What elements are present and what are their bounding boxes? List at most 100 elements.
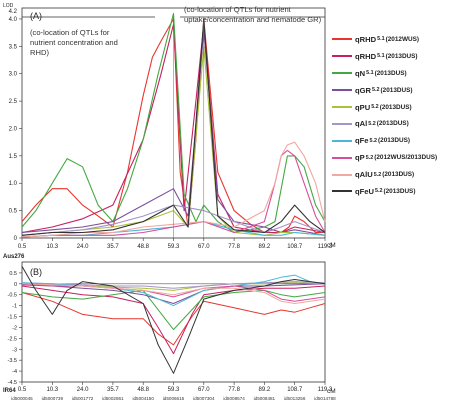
annotation-left-line3: RHD) (30, 48, 49, 57)
legend-year: (2013DUS) (379, 103, 412, 111)
x-tick-label: 59.3 (168, 244, 180, 250)
legend-base: qAlU (355, 170, 373, 180)
legend: qRHD 5.1 (2012WUS) qRHD 5.1 (2013DUS) qN 5.1(… (332, 31, 474, 200)
legend-swatch (332, 38, 352, 41)
panel-b-markers: id5000045 id5000739 id5001772 id5002861 id50… (11, 396, 336, 401)
series-line-a-qn-5-1-2013dus (21, 12, 326, 234)
legend-base: qRHD (355, 51, 377, 61)
legend-year: (2013DUS) (378, 137, 410, 145)
legend-item-qfe: qFe 5.2 (2013DUS) (332, 132, 474, 149)
panel-a-series (21, 12, 326, 238)
y-tick-label: 1.5 (9, 154, 18, 160)
legend-swatch (332, 139, 352, 142)
legend-year: (2013DUS) (376, 120, 409, 128)
x-tick-label: 48.8 (137, 244, 149, 250)
marker-label: id5008481 (254, 396, 276, 401)
annotation-left-line2: nutrient concentration and (30, 38, 118, 47)
legend-swatch (332, 106, 352, 108)
legend-year: (2013DUS) (374, 69, 407, 77)
legend-sub: 5.2 (371, 104, 379, 110)
legend-item-qal: qAl 5.2 (2013DUS) (332, 115, 474, 132)
y-tick-label: -3 (12, 347, 17, 353)
annotation-right: (co-location of QTLs for nutrient uptake… (184, 5, 322, 24)
series-line-b-qal-5-2-2013dus (21, 281, 326, 289)
legend-base: qFeU (355, 186, 374, 196)
panel-b-label: (B) (30, 267, 42, 277)
panel-b-x-unit: cM (327, 388, 336, 395)
series-line-b-qalu-5-2-2013dus (21, 283, 326, 304)
panel-b-series (21, 266, 326, 374)
legend-sub: 5.2 (365, 154, 374, 161)
marker-label: id5007304 (193, 396, 215, 401)
legend-sub: 5.1 (366, 70, 374, 77)
y-tick-label: 3.0 (9, 72, 18, 78)
legend-swatch (332, 89, 352, 92)
legend-year: (2012WUS/2013DUS) (374, 154, 438, 162)
x-tick-label: 24.0 (77, 387, 89, 393)
legend-item-qgr: qGR 5.2 (2013DUS) (332, 82, 474, 99)
series-line-a-qp-5-2-2012wus-2013dus (21, 149, 326, 238)
legend-item-qrhd-2012wus: qRHD 5.1 (2012WUS) (332, 31, 474, 48)
legend-sub: 5.1 (377, 36, 385, 43)
y-tick-label: -1 (12, 304, 17, 310)
x-tick-label: 35.7 (107, 244, 119, 250)
x-tick-label: 89.2 (259, 387, 271, 393)
panel-b-frame (21, 261, 326, 383)
legend-swatch (332, 72, 352, 75)
legend-sub: 5.2 (373, 171, 382, 178)
marker-label: id5008574 (223, 396, 245, 401)
marker-label: id5006615 (163, 396, 185, 401)
y-tick-label: -2.5 (8, 336, 17, 342)
x-tick-label: 77.8 (228, 244, 240, 250)
legend-sub: 5.2 (369, 137, 378, 144)
panel-b: (B) Aus276 IR64 cM 0.5 0 -0.5 -1 -1.5 -2 -2.5 -… (3, 254, 336, 401)
y-tick-label: -2 (12, 325, 17, 331)
panel-b-x-axis-label: IR64 (3, 388, 16, 394)
legend-swatch (332, 156, 352, 159)
annotation-right-line1: (co-location of QTLs for nutrient (184, 5, 292, 14)
panel-b-y-axis-label: Aus276 (3, 254, 25, 260)
legend-item-qn: qN 5.1 (2013DUS) (332, 65, 474, 82)
marker-label: id5014788 (314, 396, 336, 401)
panel-b-x-ticks: 0.5 10.3 24.0 35.7 48.8 59.3 67.0 77.8 89.2 108.7… (18, 382, 333, 393)
x-tick-label: 10.3 (46, 387, 58, 393)
series-line-a-qal-5-2-2013dus (21, 204, 326, 236)
x-tick-label: 67.0 (198, 244, 210, 250)
marker-label: id5002861 (102, 396, 124, 401)
x-tick-label: 0.5 (18, 387, 27, 393)
y-tick-label: -3.5 (8, 358, 17, 364)
legend-item-qpu: qPU 5.2 (2013DUS) (332, 99, 474, 116)
x-tick-label: 77.8 (228, 387, 240, 393)
y-tick-label: 2.5 (9, 99, 18, 105)
legend-base: qN (355, 68, 366, 78)
marker-label: id5000739 (42, 396, 64, 401)
panel-a-label: (A) (30, 11, 42, 21)
x-tick-label: 108.7 (287, 244, 303, 250)
y-tick-label: 0 (14, 236, 18, 242)
marker-label: id5004150 (132, 396, 154, 401)
y-tick-label: -4 (12, 369, 17, 375)
y-tick-label: 3.5 (9, 44, 18, 50)
y-tick-label: 1.0 (9, 181, 18, 187)
x-tick-label: 24.0 (77, 244, 89, 250)
y-tick-label: 2.0 (9, 126, 18, 132)
x-tick-label: 10.3 (46, 244, 58, 250)
y-tick-label: 4.0 (9, 17, 18, 23)
panel-a-x-ticks: 0.5 10.3 24.0 35.7 48.8 59.3 67.0 77.8 89.2 108.7… (18, 238, 333, 250)
legend-sub: 5.1 (377, 53, 385, 60)
panel-a: (A) LOD 00.51.01.52.02.53.03.54.04.2 0.5… (3, 3, 336, 250)
legend-base: qGR (355, 85, 372, 95)
series-line-b-qn-5-1-2013dus (21, 289, 326, 331)
panel-a-y-axis-label: LOD (3, 3, 14, 9)
marker-label: id5013256 (284, 396, 306, 401)
annotation-right-line2: uptake/concentration and nematode GR) (184, 15, 322, 24)
marker-label: id5000045 (11, 396, 33, 401)
legend-base: qAl (355, 119, 368, 129)
legend-base: qRHD (355, 34, 377, 44)
y-tick-label: 0.5 (9, 271, 17, 277)
y-tick-label: -1.5 (8, 315, 17, 321)
x-tick-label: 0.5 (18, 244, 27, 250)
y-tick-label: -0.5 (8, 293, 17, 299)
legend-year: (2013DUS) (385, 52, 418, 60)
legend-item-qrhd-2013dus: qRHD 5.1 (2013DUS) (332, 48, 474, 65)
